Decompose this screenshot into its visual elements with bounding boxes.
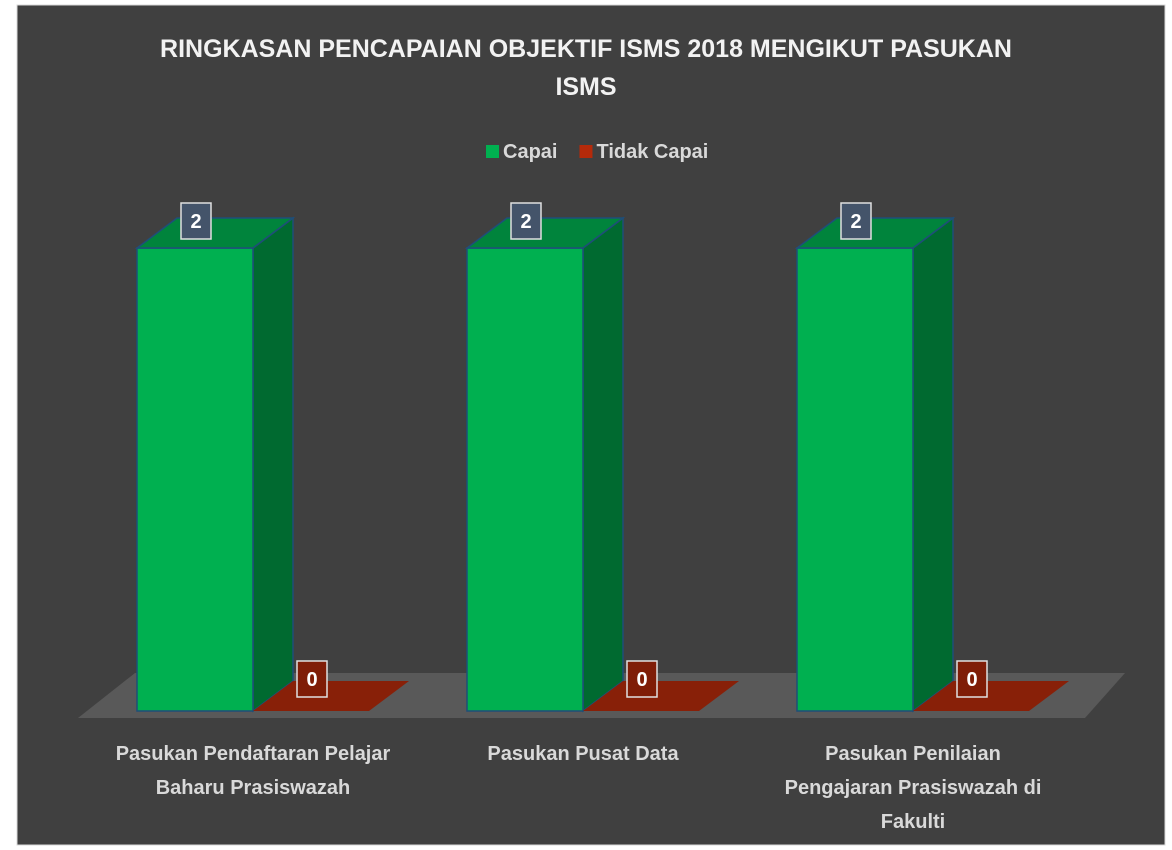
- bar: [794, 216, 956, 713]
- data-label: 0: [966, 669, 977, 691]
- bar: [134, 216, 296, 713]
- data-label-box: [180, 202, 212, 240]
- legend-label: Capai: [503, 141, 557, 163]
- data-label: 0: [306, 669, 317, 691]
- legend-swatch: [486, 145, 499, 158]
- bar: [583, 681, 739, 711]
- data-label-box: [510, 202, 542, 240]
- bar-top: [253, 681, 409, 711]
- data-label: 2: [190, 211, 201, 233]
- data-label-box: [840, 202, 872, 240]
- x-tick-label: Pasukan Penilaian Pengajaran Prasiswazah…: [784, 743, 1042, 833]
- bar-front: [796, 247, 914, 712]
- data-label-box: [956, 660, 988, 698]
- bar-side: [582, 216, 624, 713]
- x-tick-label: Pasukan Pusat Data: [487, 743, 679, 765]
- bar: [464, 216, 626, 713]
- legend-swatch: [579, 145, 593, 158]
- data-label: 2: [520, 211, 531, 233]
- bar-front: [136, 247, 254, 712]
- bar: [913, 681, 1069, 711]
- chart-title: RINGKASAN PENCAPAIAN OBJEKTIF ISMS 2018 …: [160, 35, 1012, 101]
- bar-front: [466, 247, 584, 712]
- bar-top: [794, 217, 956, 249]
- legend-label: Tidak Capai: [596, 141, 708, 163]
- x-tick-label: Pasukan Pendaftaran Pelajar Baharu Prasi…: [115, 743, 391, 799]
- bar-top: [134, 217, 296, 249]
- bar-top: [913, 681, 1069, 711]
- data-label: 2: [850, 211, 861, 233]
- bar-top: [583, 681, 739, 711]
- bar: [253, 681, 409, 711]
- bar-top: [464, 217, 626, 249]
- bar-side: [912, 216, 954, 713]
- data-label-box: [296, 660, 328, 698]
- data-label: 0: [636, 669, 647, 691]
- bar-side: [252, 216, 294, 713]
- data-label-box: [626, 660, 658, 698]
